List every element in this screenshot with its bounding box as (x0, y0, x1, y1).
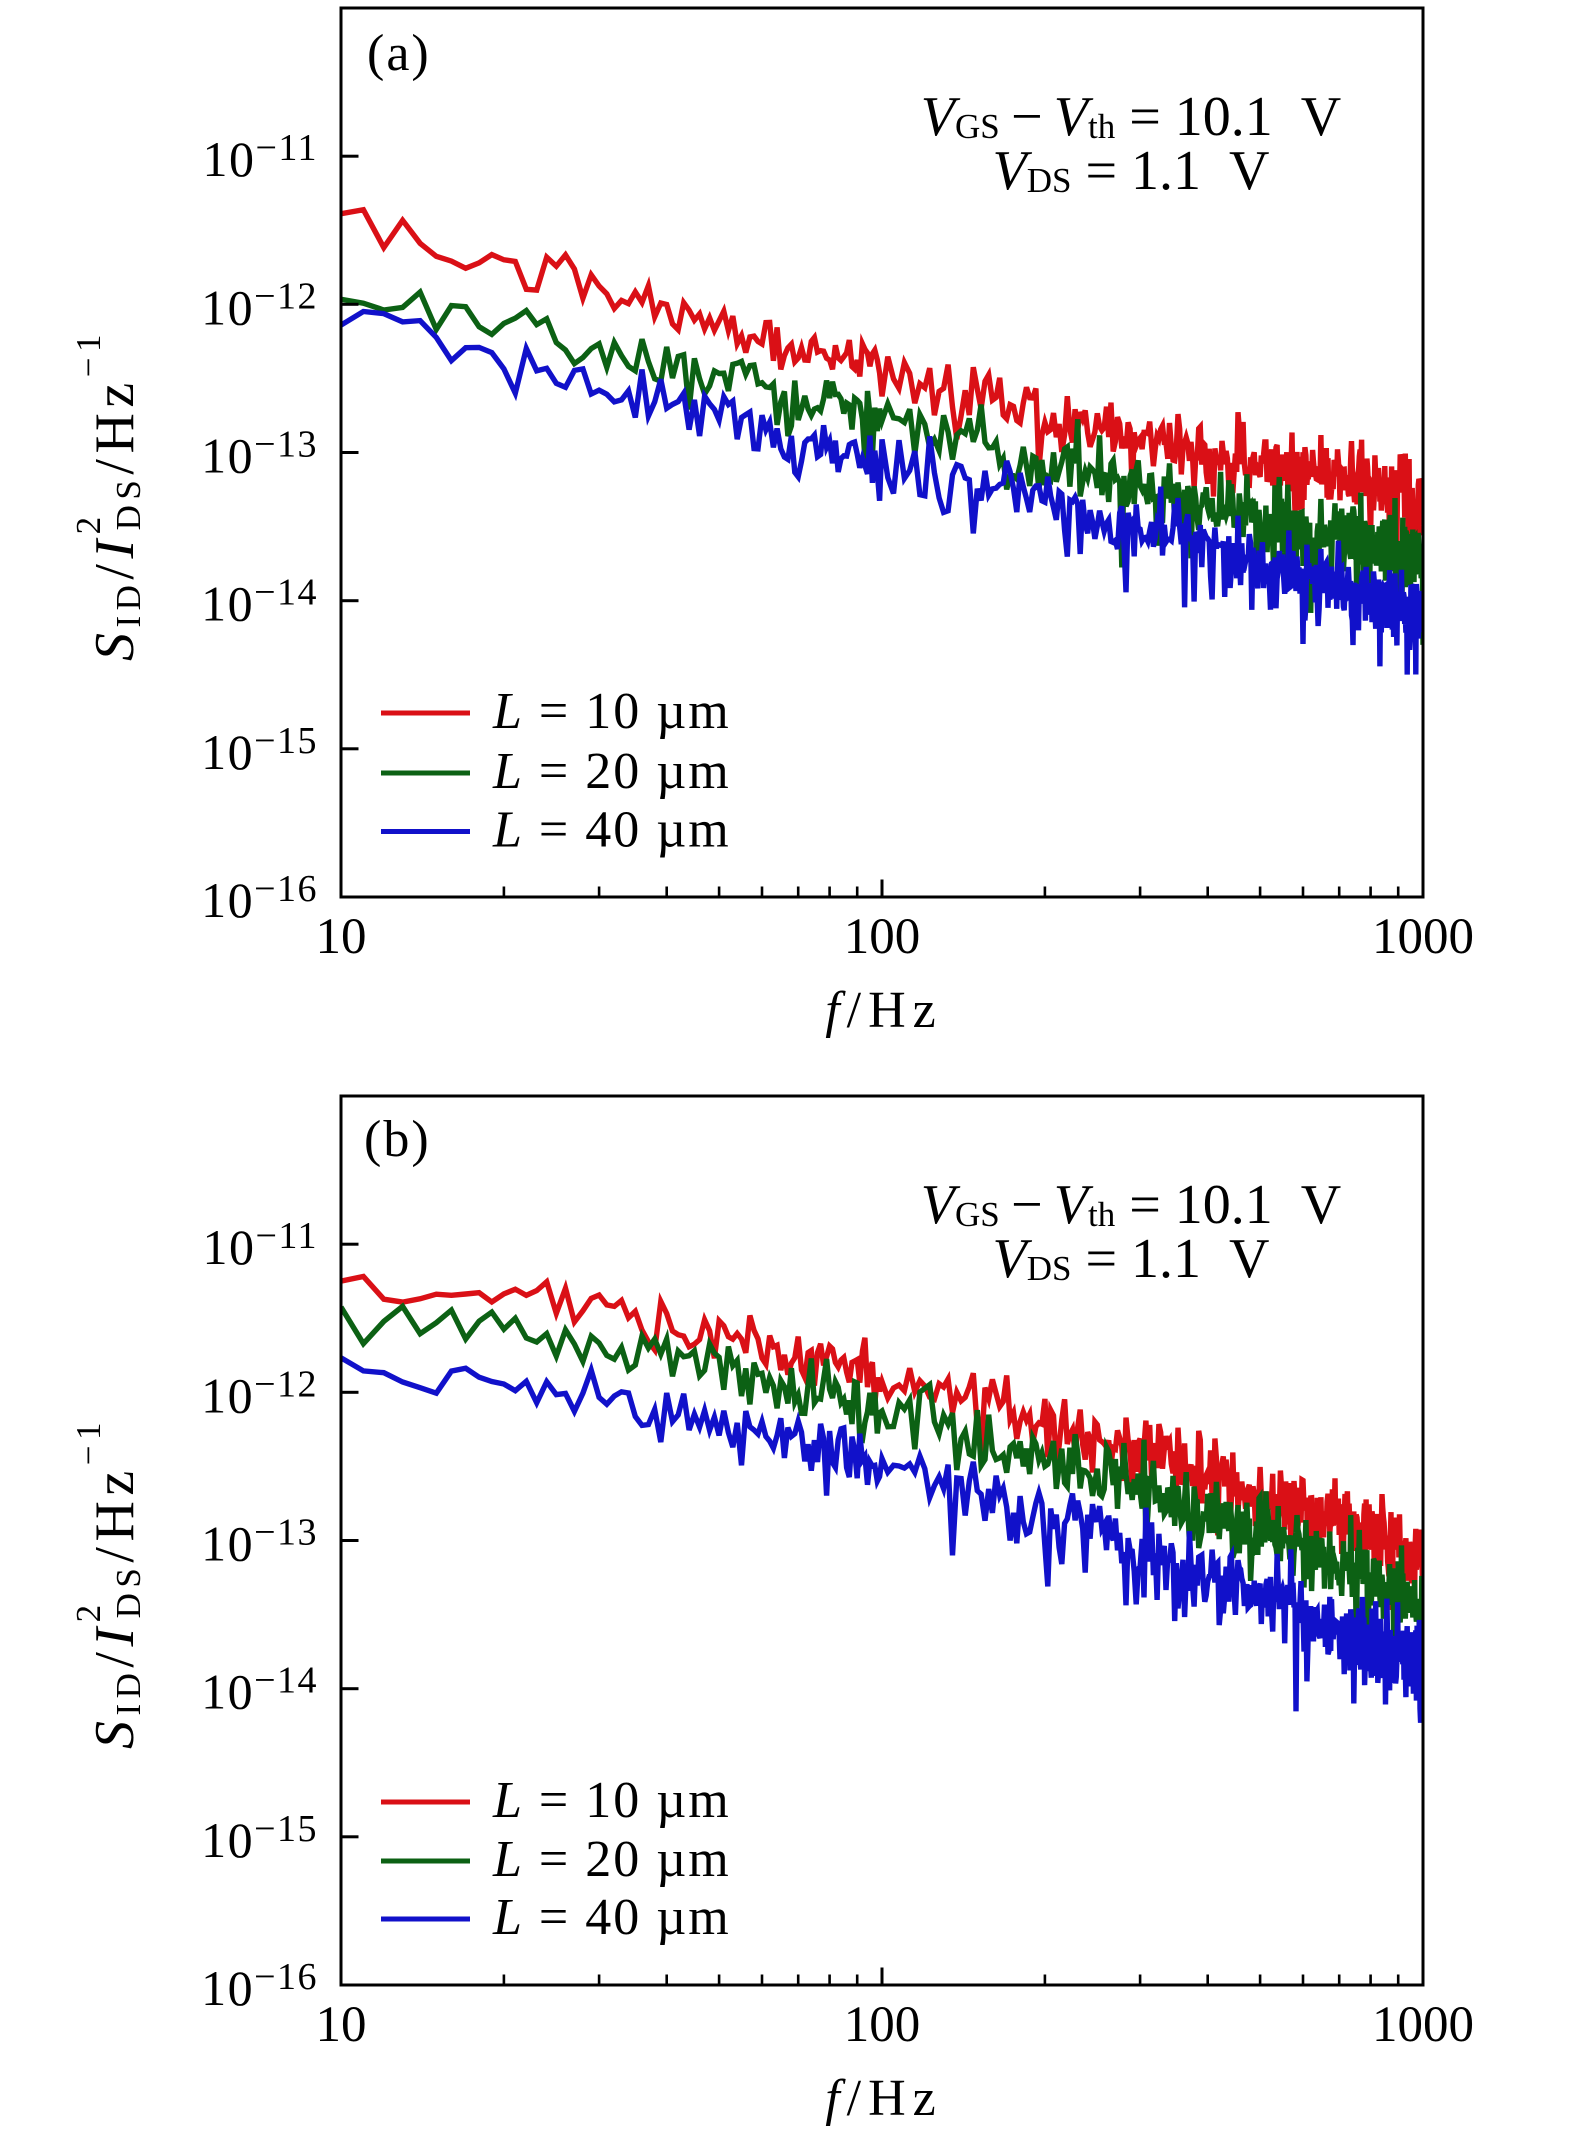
svg-text:100: 100 (844, 909, 921, 965)
svg-text:(b): (b) (364, 1111, 431, 1168)
svg-text:10−12: 10−12 (201, 275, 318, 335)
svg-text:VGS − Vth = 10.1 V: VGS − Vth = 10.1 V (921, 86, 1341, 148)
svg-text:10: 10 (316, 1997, 367, 2053)
svg-text:1000: 1000 (1372, 909, 1474, 965)
svg-text:10: 10 (316, 909, 367, 965)
svg-text:VDS = 1.1 V: VDS = 1.1 V (993, 1228, 1270, 1290)
svg-text:VGS − Vth = 10.1 V: VGS − Vth = 10.1 V (921, 1174, 1341, 1236)
svg-text:10−11: 10−11 (202, 1215, 318, 1275)
svg-text:(a): (a) (367, 25, 431, 82)
svg-text:10−14: 10−14 (201, 572, 318, 632)
svg-text:f/Hz: f/Hz (825, 2070, 943, 2127)
svg-text:f/Hz: f/Hz (825, 982, 943, 1039)
svg-text:L = 20 µm: L = 20 µm (492, 1831, 731, 1888)
svg-text:L = 40 µm: L = 40 µm (492, 1889, 731, 1946)
svg-text:L = 10 µm: L = 10 µm (492, 1772, 731, 1829)
svg-text:SID/I2DS/Hz−1: SID/I2DS/Hz−1 (69, 1417, 148, 1749)
svg-text:L = 40 µm: L = 40 µm (492, 802, 731, 859)
svg-text:VDS = 1.1 V: VDS = 1.1 V (993, 140, 1270, 202)
svg-text:10−11: 10−11 (202, 127, 318, 187)
svg-text:SID/I2DS/Hz−1: SID/I2DS/Hz−1 (69, 329, 148, 661)
svg-text:L = 20 µm: L = 20 µm (492, 743, 731, 800)
svg-text:1000: 1000 (1372, 1997, 1474, 2053)
svg-text:L = 10 µm: L = 10 µm (492, 683, 731, 740)
svg-text:100: 100 (844, 1997, 921, 2053)
